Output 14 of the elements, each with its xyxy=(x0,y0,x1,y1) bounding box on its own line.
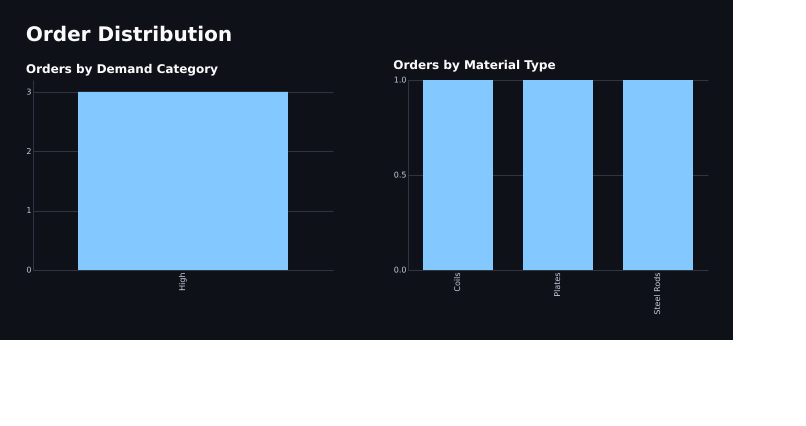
x-tick-label: High xyxy=(178,272,187,291)
x-tick-label: Plates xyxy=(553,272,562,297)
y-tick-label: 2 xyxy=(26,146,32,156)
y-tick-label: 0.0 xyxy=(394,266,406,274)
x-tick-label: Steel Rods xyxy=(653,272,662,315)
y-tick-label: 3 xyxy=(26,87,32,96)
y-tick-label: 1 xyxy=(26,206,32,216)
y-tick-label: 1.0 xyxy=(394,76,406,84)
y-tick-label: 0 xyxy=(26,266,32,274)
x-tick-label: Coils xyxy=(453,272,462,292)
chart-title: Orders by Material Type xyxy=(393,58,556,72)
y-tick-label: 0.5 xyxy=(394,170,406,180)
chart-title: Orders by Demand Category xyxy=(26,62,218,76)
text: Order Distribution xyxy=(26,22,232,46)
